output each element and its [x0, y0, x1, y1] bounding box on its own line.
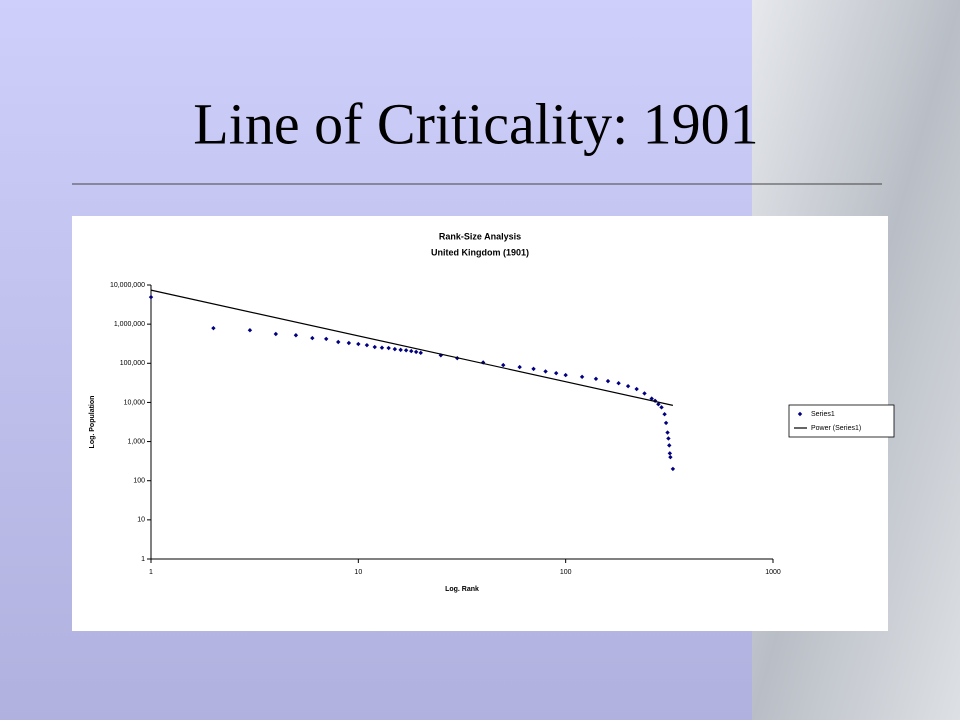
data-point [392, 346, 398, 352]
data-point [409, 348, 414, 354]
data-point [364, 342, 370, 348]
y-tick-label: 1 [141, 556, 145, 563]
data-point [563, 372, 568, 378]
data-point [413, 349, 419, 355]
data-point [336, 339, 341, 345]
data-point [501, 362, 506, 368]
chart-subtitle: United Kingdom (1901) [431, 247, 529, 257]
data-point [663, 420, 669, 426]
data-point [346, 340, 352, 346]
data-point [656, 402, 661, 407]
data-point [668, 454, 673, 460]
y-tick-label: 1,000,000 [114, 321, 145, 328]
data-point [398, 347, 403, 353]
data-point [403, 348, 409, 353]
data-point [211, 325, 216, 331]
data-point [667, 443, 672, 448]
data-point [517, 364, 522, 370]
data-point [356, 341, 361, 347]
chart: Rank-Size Analysis United Kingdom (1901) L… [89, 231, 895, 593]
chart-title: Rank-Size Analysis [439, 231, 521, 241]
y-tick-label: 10,000,000 [110, 282, 145, 289]
legend-label: Power (Series1) [811, 425, 861, 432]
legend-swatch [797, 411, 803, 417]
x-tick-label: 100 [560, 569, 572, 576]
y-tick-label: 10,000 [124, 399, 146, 406]
data-point [531, 366, 536, 372]
data-point [379, 345, 385, 350]
y-tick-label: 10 [137, 517, 145, 524]
data-point [625, 383, 631, 389]
trend-line [150, 289, 674, 406]
data-point [649, 396, 654, 401]
data-point [543, 369, 548, 374]
data-point [386, 345, 391, 351]
data-point [293, 333, 299, 338]
data-point [579, 374, 585, 380]
chart-area [72, 216, 888, 631]
data-point [670, 466, 676, 472]
x-tick-label: 1 [149, 569, 153, 576]
y-axis-label: Log. Population [89, 396, 96, 449]
x-tick-label: 1000 [765, 569, 781, 576]
data-point [616, 380, 621, 386]
data-point [605, 378, 611, 384]
data-point [310, 335, 315, 341]
data-point [418, 350, 423, 356]
data-point [662, 412, 667, 417]
data-point [247, 328, 253, 333]
x-tick-label: 10 [354, 569, 362, 576]
data-point [324, 336, 329, 342]
legend-label: Series1 [811, 411, 835, 418]
data-point [553, 370, 559, 376]
data-point [659, 405, 664, 410]
slide-title: Line of Criticality: 1901 [193, 91, 758, 156]
data-point [372, 344, 377, 350]
y-tick-label: 100,000 [120, 360, 145, 367]
data-point [273, 331, 279, 337]
data-point [665, 430, 670, 435]
data-point [148, 294, 154, 300]
y-tick-label: 1,000 [127, 438, 145, 445]
y-tick-label: 100 [133, 478, 145, 485]
data-point [666, 436, 671, 441]
data-point [593, 376, 599, 382]
legend-box [788, 404, 895, 438]
data-point [634, 386, 639, 392]
x-axis-label: Log. Rank [445, 586, 479, 593]
data-point [642, 391, 647, 396]
data-point [667, 451, 673, 456]
